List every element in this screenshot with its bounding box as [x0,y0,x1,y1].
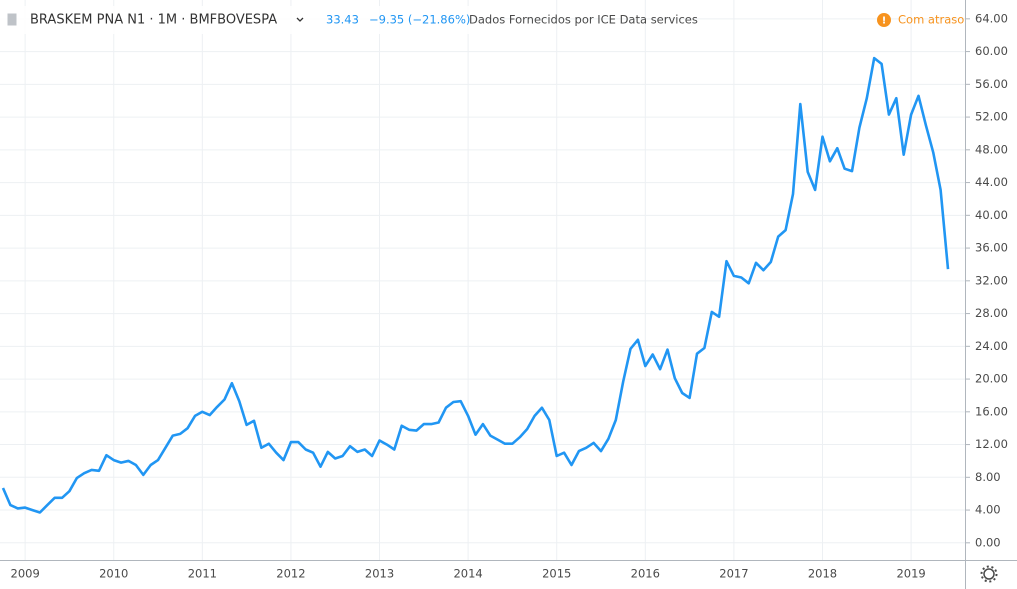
x-tick-label: 2010 [99,567,128,581]
y-tick-label: 32.00 [975,273,1008,287]
settings-icon[interactable] [980,565,998,583]
delay-icon-mark: ! [882,16,887,27]
y-tick-label: 48.00 [975,142,1008,156]
x-tick-label: 2011 [188,567,217,581]
y-tick-label: 4.00 [975,503,1001,517]
dropdown-arrow[interactable] [296,17,304,22]
y-tick-label: 60.00 [975,44,1008,58]
settings-gear[interactable] [983,568,995,580]
y-tick-label: 0.00 [975,535,1001,549]
delay-label[interactable]: Com atraso [898,13,964,27]
data-provider: Dados Fornecidos por ICE Data services [469,13,698,27]
header-bg [0,6,470,34]
y-tick-label: 20.00 [975,372,1008,386]
x-tick-label: 2016 [631,567,660,581]
y-tick-label: 8.00 [975,470,1001,484]
y-tick-label: 44.00 [975,175,1008,189]
price-line [1,56,950,514]
last-price: 33.43 [326,13,359,27]
y-tick-label: 12.00 [975,437,1008,451]
marks [1,56,950,514]
x-tick-label: 2013 [365,567,394,581]
y-tick-label: 64.00 [975,11,1008,25]
x-tick-label: 2019 [896,567,925,581]
y-tick-label: 40.00 [975,208,1008,222]
y-tick-label: 28.00 [975,306,1008,320]
y-tick-label: 36.00 [975,241,1008,255]
price-change: −9.35 (−21.86%) [369,13,470,27]
symbol-icon [7,13,17,26]
x-tick-label: 2014 [453,567,482,581]
x-tick-label: 2018 [808,567,837,581]
grid [0,0,965,560]
settings-teeth[interactable] [980,565,998,583]
y-tick-label: 56.00 [975,77,1008,91]
x-tick-label: 2012 [276,567,305,581]
x-tick-label: 2015 [542,567,571,581]
symbol-title[interactable]: BRASKEM PNA N1 · 1M · BMFBOVESPA [30,13,277,28]
y-tick-label: 24.00 [975,339,1008,353]
x-tick-label: 2009 [11,567,40,581]
delay-icon[interactable] [877,13,891,27]
y-tick-label: 52.00 [975,110,1008,124]
x-tick-label: 2017 [719,567,748,581]
y-tick-label: 16.00 [975,404,1008,418]
